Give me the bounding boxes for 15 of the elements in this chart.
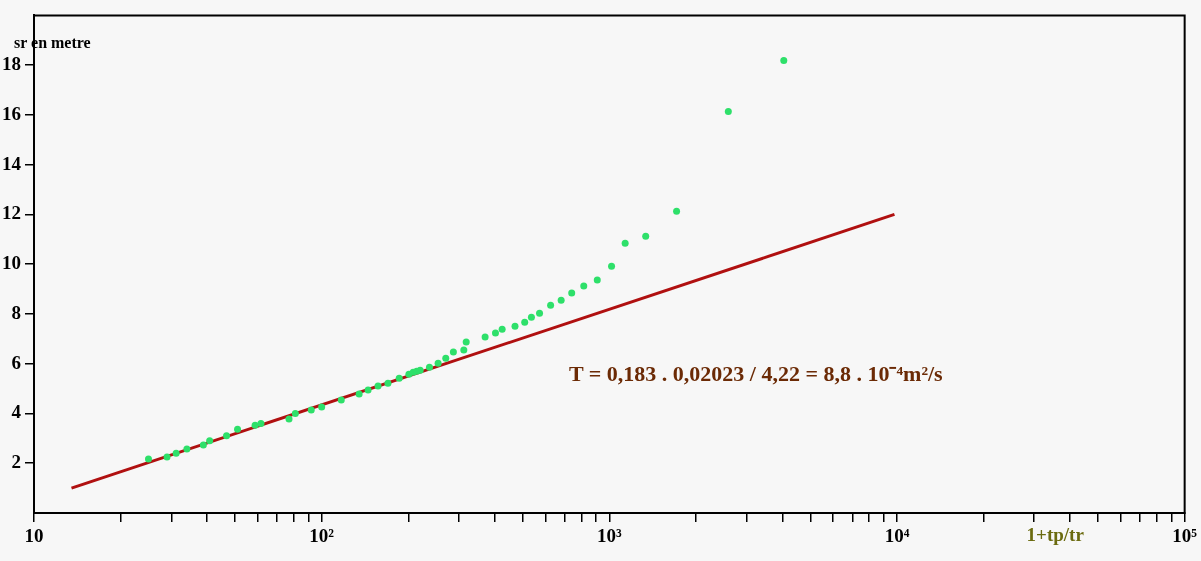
y-tick-label: 8 [11,301,21,323]
x-tick-label: 10³ [596,525,622,547]
y-tick-label: 2 [11,451,21,473]
y-tick-label: 12 [2,202,21,224]
y-tick-label: 6 [11,351,21,373]
x-tick-label: 10² [309,525,335,547]
y-tick-label: 14 [2,152,22,174]
annotation: T = 0,183 . 0,02023 / 4,22 = 8,8 . 10⁻⁴m²/s [569,361,944,387]
y-tick-label: 4 [11,401,22,423]
y-tick-label: 16 [2,102,21,124]
y-tick-label: 10 [2,252,21,274]
x-tick-label: 10⁴ [884,525,910,547]
x-axis-title: 1+tp/tr [1026,524,1085,546]
x-tick-label: 10⁵ [1172,525,1198,547]
y-tick-label: 18 [2,53,21,75]
